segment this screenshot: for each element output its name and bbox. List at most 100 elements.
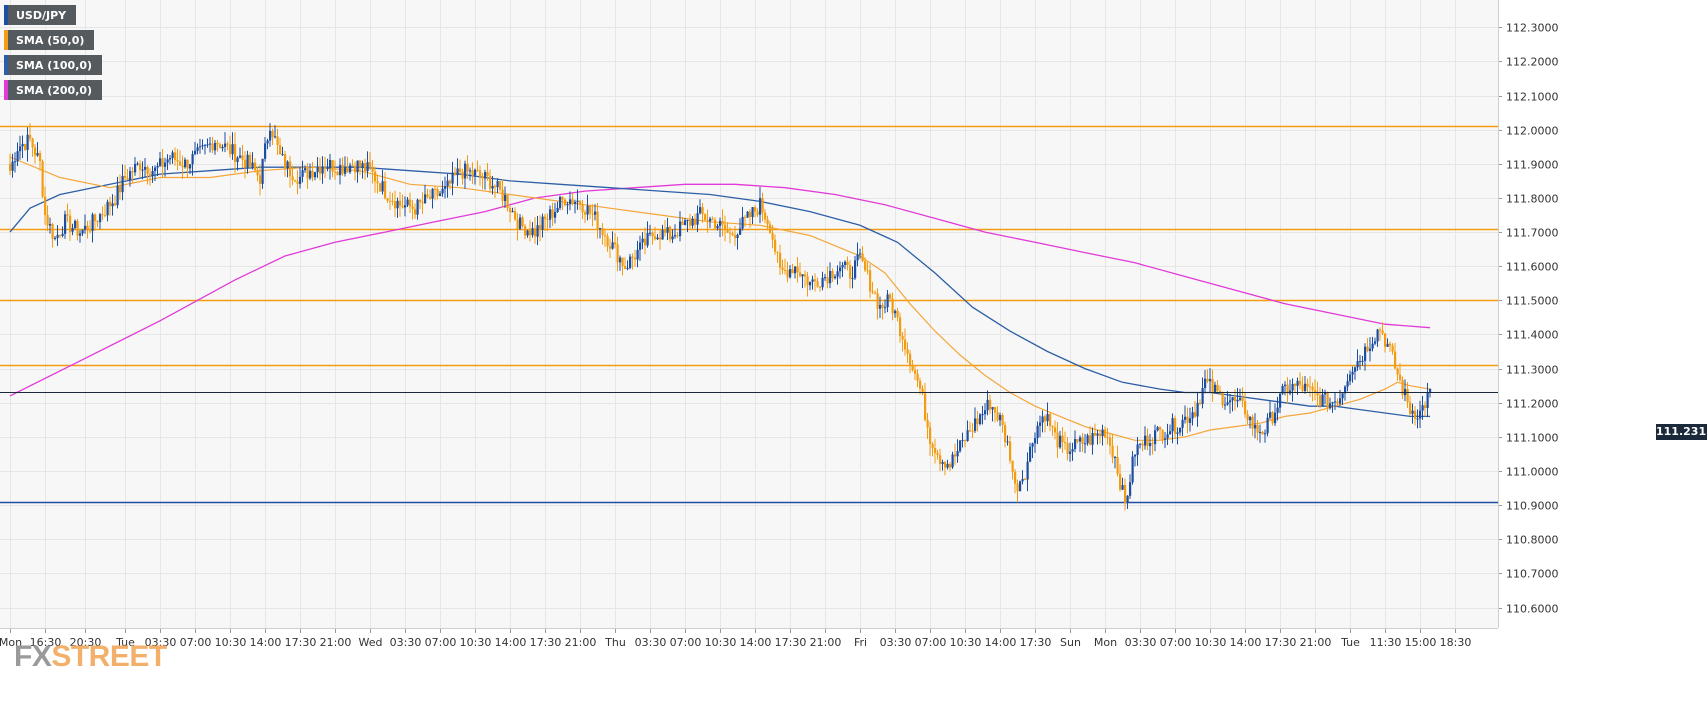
candle-body — [244, 159, 247, 168]
candle-body — [1079, 437, 1082, 442]
candle-body — [1176, 432, 1179, 434]
candle-body — [1256, 424, 1259, 433]
candle-body — [649, 232, 652, 234]
candle-body — [994, 407, 997, 413]
candle-body — [869, 270, 872, 292]
candle-body — [546, 219, 549, 221]
legend-sma100[interactable]: SMA (100,0) — [4, 55, 103, 75]
candle-body — [756, 211, 759, 215]
candle-body — [804, 274, 807, 277]
candle-body — [711, 218, 714, 220]
legend-label: SMA (100,0) — [16, 58, 93, 72]
candle-body — [946, 463, 949, 468]
candle-body — [1089, 435, 1092, 445]
candle-body — [134, 163, 137, 173]
candle-body — [911, 365, 914, 371]
candle-body — [434, 188, 437, 190]
candle-body — [99, 214, 102, 223]
x-tick-label: 14:00 — [740, 636, 772, 649]
candle-body — [46, 215, 49, 226]
candle-body — [864, 261, 867, 271]
y-tick-label: 111.9000 — [1506, 159, 1559, 172]
candle-body — [139, 163, 142, 171]
candle-body — [1346, 381, 1349, 387]
candle-body — [1276, 407, 1279, 413]
candle-body — [246, 154, 249, 168]
candle-body — [224, 143, 227, 147]
candle-body — [1221, 392, 1224, 406]
candle-body — [739, 228, 742, 235]
candle-body — [1366, 346, 1369, 352]
x-tick-label: 16:30 — [30, 636, 62, 649]
candle-body — [1416, 418, 1419, 420]
candle-body — [146, 166, 149, 175]
candle-body — [464, 163, 467, 179]
candle-body — [989, 399, 992, 410]
candle-body — [1031, 443, 1034, 447]
candle-body — [264, 143, 267, 159]
candle-body — [316, 167, 319, 173]
x-tick-label: 21:00 — [810, 636, 842, 649]
candle-body — [674, 235, 677, 237]
candle-body — [526, 230, 529, 236]
candle-body — [921, 388, 924, 394]
candle-body — [1056, 432, 1059, 448]
legend-sma50[interactable]: SMA (50,0) — [4, 30, 95, 50]
candle-body — [781, 267, 784, 270]
y-tick-label: 110.9000 — [1506, 500, 1559, 513]
candle-body — [904, 339, 907, 350]
candle-body — [169, 158, 172, 160]
candle-body — [571, 199, 574, 204]
candle-body — [1064, 442, 1067, 444]
candle-body — [19, 146, 22, 152]
candle-body — [429, 196, 432, 199]
candle-body — [186, 159, 189, 169]
x-tick-label: 07:00 — [915, 636, 947, 649]
legend-label: SMA (50,0) — [16, 33, 85, 47]
candle-body — [446, 180, 449, 187]
candle-body — [859, 253, 862, 255]
candle-body — [1159, 427, 1162, 430]
candle-body — [329, 160, 332, 168]
candle-body — [604, 235, 607, 237]
candle-body — [1169, 431, 1172, 435]
candle-body — [761, 198, 764, 213]
candle-body — [1211, 379, 1214, 393]
candle-body — [136, 163, 139, 165]
x-tick-label: Tue — [115, 636, 135, 649]
candle-body — [211, 143, 214, 151]
candle-body — [701, 207, 704, 215]
candle-body — [874, 292, 877, 294]
candle-body — [521, 217, 524, 227]
x-tick-label: 17:30 — [530, 636, 562, 649]
candle-body — [1126, 495, 1129, 504]
candle-body — [421, 202, 424, 204]
x-tick-label: 18:30 — [1440, 636, 1472, 649]
candle-body — [759, 198, 762, 215]
candle-body — [276, 136, 279, 146]
candle-body — [1061, 435, 1064, 443]
candle-body — [1424, 405, 1427, 408]
candle-body — [519, 217, 522, 229]
candle-body — [949, 463, 952, 468]
candle-body — [1396, 368, 1399, 375]
x-tick-label: 21:00 — [320, 636, 352, 649]
candle-body — [704, 214, 707, 221]
candle-body — [381, 181, 384, 192]
legend-usdjpy[interactable]: USD/JPY — [4, 5, 77, 25]
x-tick-label: 10:30 — [705, 636, 737, 649]
legend-sma200[interactable]: SMA (200,0) — [4, 80, 103, 100]
candle-body — [729, 232, 732, 234]
candle-body — [226, 143, 229, 145]
candle-body — [741, 216, 744, 229]
candle-body — [461, 171, 464, 179]
candle-body — [981, 414, 984, 416]
candle-body — [891, 298, 894, 314]
candle-body — [1409, 402, 1412, 414]
candle-body — [569, 199, 572, 205]
candle-body — [1316, 392, 1319, 396]
candle-body — [931, 444, 934, 449]
candle-body — [1291, 383, 1294, 391]
candle-body — [629, 256, 632, 268]
